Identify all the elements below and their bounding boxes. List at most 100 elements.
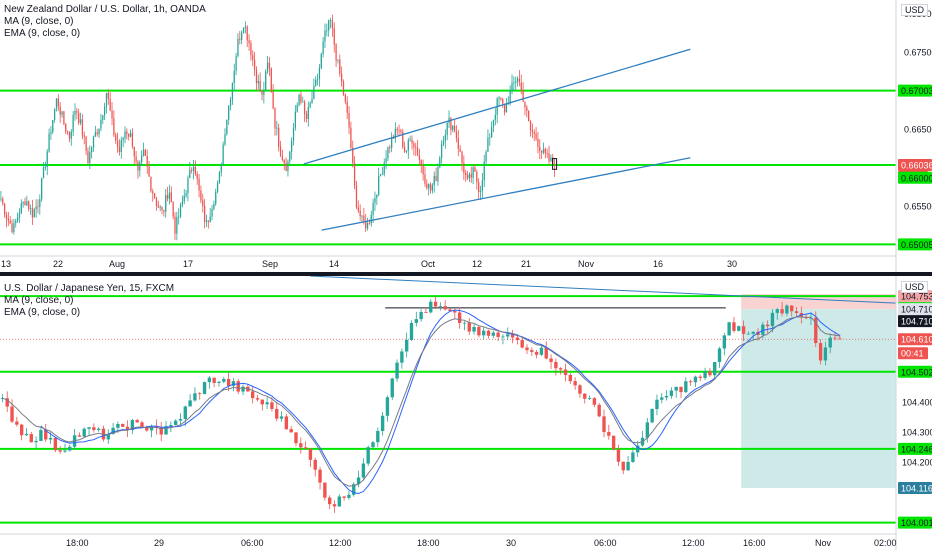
candle-body (339, 59, 341, 74)
candle-body (202, 200, 204, 207)
candle-body (181, 201, 184, 205)
candle-body (296, 104, 298, 112)
candle-body (520, 340, 524, 348)
candle-body (443, 306, 447, 310)
bottom-plot[interactable] (0, 275, 897, 524)
candle-body (765, 324, 770, 327)
candle-body (7, 218, 9, 221)
candle-body (63, 111, 65, 125)
candle-body (487, 137, 489, 152)
top-price-axis[interactable]: 0.680000.675000.665000.655000.670030.660… (895, 0, 932, 272)
candle-body (324, 30, 326, 42)
candle-body (483, 161, 485, 181)
candle-body (61, 111, 63, 115)
candle-body (361, 215, 363, 217)
candle-body (15, 421, 19, 425)
top-time-axis[interactable]: 13 22 Aug 17 Sep 14 Oct 12 21 Nov 16 30 (0, 255, 896, 269)
candle-body (107, 92, 109, 99)
top-chart-pane[interactable]: 0.680000.675000.665000.655000.670030.660… (0, 0, 932, 272)
candle-body (279, 146, 282, 157)
price-tick-label: 104.300 (902, 428, 932, 438)
candle-body (446, 122, 448, 135)
top-currency-badge[interactable]: USD (900, 4, 928, 16)
trendline[interactable] (321, 157, 691, 231)
candle-body (741, 326, 746, 334)
time-tick-label: 21 (521, 259, 531, 269)
trendline[interactable] (309, 275, 897, 304)
candle-body (274, 108, 276, 129)
nzdusd-chart[interactable]: 0.680000.675000.665000.655000.670030.660… (0, 0, 932, 272)
candle-body (424, 311, 428, 313)
candle-body (544, 148, 546, 154)
candle-body (81, 119, 84, 136)
candle-body (531, 129, 534, 133)
candle-body (486, 330, 491, 336)
candle-body (53, 109, 56, 121)
candle-body (169, 424, 173, 427)
top-plot[interactable] (0, 14, 896, 246)
candle-body (607, 432, 611, 436)
candle-body (289, 429, 293, 433)
candle-body (444, 134, 446, 141)
candle-body (693, 376, 698, 383)
candle-body (242, 27, 245, 33)
candle-body (688, 381, 693, 383)
time-tick-label: Sep (262, 259, 278, 269)
candle-body (626, 461, 630, 471)
candle-body (828, 337, 832, 348)
candle-body (356, 477, 361, 485)
candle-body (383, 162, 385, 174)
bottom-chart-pane[interactable]: 104.753104.750104.710104.710104.61000:41… (0, 275, 932, 550)
candle-body (33, 209, 35, 218)
candle-body (698, 376, 702, 378)
candle-body (621, 461, 625, 471)
candle-body (77, 435, 82, 437)
candle-body (92, 136, 95, 148)
candle-body (737, 326, 741, 331)
usdjpy-chart[interactable]: 104.753104.750104.710104.710104.61000:41… (0, 275, 932, 550)
candle-body (833, 337, 837, 339)
candle-body (124, 131, 126, 139)
candle-body (468, 174, 471, 179)
level-price-label: 104.001 (901, 518, 932, 528)
candle-body (470, 174, 472, 178)
candle-body (539, 347, 544, 355)
candle-body (226, 119, 228, 135)
candle-body (255, 398, 260, 400)
candle-body (515, 337, 520, 341)
candle-body (482, 330, 486, 336)
candle-body (440, 144, 443, 158)
bottom-currency-badge[interactable]: USD (900, 281, 928, 293)
candle-body (261, 91, 263, 95)
candle-body (727, 322, 731, 336)
candle-body (381, 173, 384, 175)
candle-body (303, 447, 308, 449)
candle-body (270, 402, 274, 409)
candle-body (342, 81, 345, 95)
candle-body (650, 409, 654, 423)
candle-body (746, 333, 751, 335)
candle-body (216, 182, 219, 192)
candle-body (378, 176, 380, 195)
candle-body (540, 150, 543, 153)
candle-body (664, 395, 669, 398)
candle-body (390, 378, 394, 398)
candle-body (400, 130, 402, 133)
bottom-price-axis[interactable]: 104.753104.750104.710104.710104.61000:41… (895, 276, 932, 550)
pane-divider[interactable] (0, 272, 932, 276)
candle-body (474, 167, 476, 172)
candle-body (496, 332, 500, 337)
candle-body (790, 305, 794, 312)
time-tick-label: 12:00 (329, 538, 352, 548)
candle-body (140, 422, 144, 427)
candle-body (300, 94, 302, 103)
candle-body (174, 216, 176, 234)
candle-body (133, 146, 135, 157)
candle-body (122, 138, 124, 141)
bottom-time-axis[interactable]: 18:00 29 06:00 12:00 18:00 30 06:00 12:00 16:00 N… (0, 533, 897, 548)
candle-body (422, 165, 424, 175)
candle-body (838, 338, 842, 340)
candle-body (102, 115, 104, 120)
candle-body (237, 38, 239, 57)
trendline[interactable] (303, 48, 691, 165)
